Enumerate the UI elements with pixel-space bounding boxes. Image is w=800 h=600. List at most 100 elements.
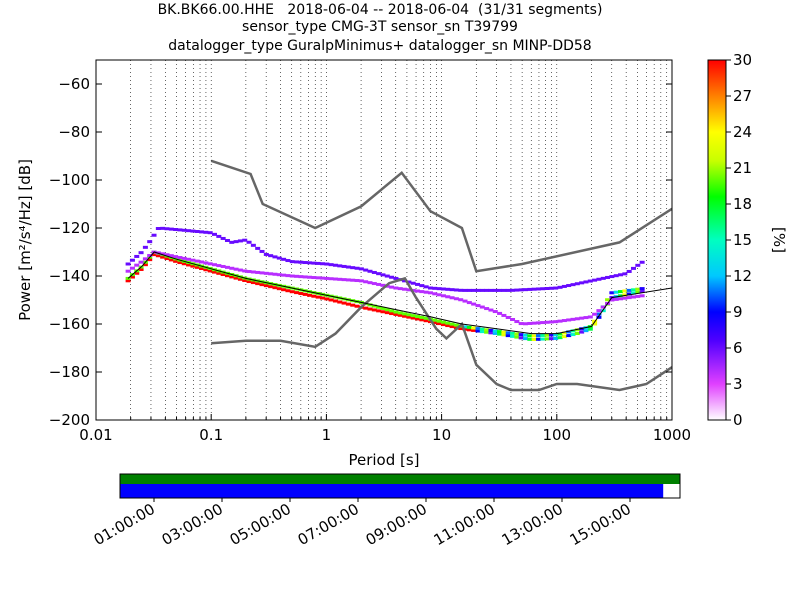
psd-cell bbox=[125, 262, 131, 266]
psd-cell bbox=[535, 287, 541, 291]
timeline-tick-label: 05:00:00 bbox=[227, 500, 294, 549]
psd-cell bbox=[402, 312, 408, 316]
psd-cell bbox=[505, 331, 511, 335]
timeline-data-bar bbox=[120, 484, 664, 498]
psd-cell bbox=[190, 258, 196, 262]
psd-cell bbox=[268, 254, 274, 258]
psd-cell bbox=[354, 266, 360, 270]
chart-title-line-1: BK.BK66.00.HHE 2018-06-04 -- 2018-06-04 … bbox=[157, 2, 603, 18]
chart-title-line-2: sensor_type CMG-3T sensor_sn T39799 bbox=[242, 19, 518, 35]
psd-cell bbox=[492, 310, 498, 314]
psd-cell bbox=[630, 295, 636, 299]
psd-cell bbox=[423, 285, 429, 289]
psd-cell bbox=[600, 305, 606, 309]
psd-cell bbox=[134, 263, 140, 267]
psd-cell bbox=[142, 263, 148, 267]
psd-cell bbox=[492, 288, 498, 292]
psd-cell bbox=[419, 290, 425, 294]
colorbar-tick-label: 6 bbox=[733, 339, 743, 357]
colorbar-ticks: 0 3 6 9 12 15 18 21 24 27 30 bbox=[726, 51, 752, 429]
psd-cell bbox=[294, 274, 300, 278]
psd-cell bbox=[427, 291, 433, 295]
psd-cell bbox=[281, 257, 287, 261]
psd-cell bbox=[151, 253, 157, 257]
psd-cell bbox=[618, 297, 624, 301]
psd-cell bbox=[307, 275, 313, 279]
y-tick-label: −160 bbox=[49, 315, 90, 333]
psd-cell bbox=[544, 333, 550, 337]
psd-cell bbox=[592, 312, 598, 316]
psd-cell bbox=[207, 269, 213, 273]
psd-cell bbox=[566, 318, 572, 322]
psd-cell bbox=[492, 331, 498, 335]
psd-cell bbox=[328, 298, 334, 302]
psd-cell bbox=[224, 238, 230, 242]
psd-cell bbox=[596, 277, 602, 281]
colorbar-tick-label: 15 bbox=[733, 231, 752, 249]
psd-cell bbox=[315, 261, 321, 265]
timeline-frame bbox=[119, 473, 681, 499]
psd-cell bbox=[548, 320, 554, 324]
psd-cell bbox=[445, 295, 451, 299]
psd-cell bbox=[237, 277, 243, 281]
psd-cell bbox=[250, 270, 256, 274]
psd-cell bbox=[268, 285, 274, 289]
psd-cell bbox=[285, 289, 291, 293]
psd-cell bbox=[514, 320, 520, 324]
psd-cell bbox=[177, 228, 183, 232]
psd-cell bbox=[557, 332, 563, 336]
psd-cell bbox=[354, 279, 360, 283]
psd-cell bbox=[212, 263, 218, 267]
psd-cell bbox=[440, 323, 446, 327]
psd-cell bbox=[462, 299, 468, 303]
psd-cell bbox=[423, 319, 429, 323]
psd-cell bbox=[410, 314, 416, 318]
psd-cell bbox=[639, 287, 645, 291]
psd-cell bbox=[527, 337, 533, 341]
psd-cell bbox=[574, 332, 580, 336]
psd-cell bbox=[194, 259, 200, 263]
psd-cell bbox=[354, 304, 360, 308]
psd-cell bbox=[479, 288, 485, 292]
psd-cell bbox=[535, 334, 541, 338]
psd-cell bbox=[453, 297, 459, 301]
psd-cell bbox=[259, 283, 265, 287]
psd-cell bbox=[596, 309, 602, 313]
psd-cell bbox=[535, 321, 541, 325]
psd-cell bbox=[622, 289, 628, 293]
y-axis-ticks: −200 −180 −160 −140 −120 −100 −80 −60 bbox=[49, 75, 672, 429]
psd-cell bbox=[522, 337, 528, 341]
y-tick-label: −140 bbox=[49, 267, 90, 285]
psd-cell bbox=[328, 263, 334, 267]
psd-cell bbox=[583, 329, 589, 333]
psd-cell bbox=[194, 265, 200, 269]
psd-cell bbox=[518, 336, 524, 340]
psd-cell bbox=[484, 288, 490, 292]
psd-cell bbox=[393, 286, 399, 290]
psd-cell bbox=[147, 240, 153, 244]
psd-cell bbox=[358, 267, 364, 271]
psd-cell bbox=[263, 284, 269, 288]
x-axis-label: Period [s] bbox=[348, 451, 419, 469]
psd-cell bbox=[471, 326, 477, 330]
grid-lines bbox=[95, 60, 673, 420]
psd-cell bbox=[527, 321, 533, 325]
psd-cell bbox=[203, 268, 209, 272]
psd-cell bbox=[453, 323, 459, 327]
psd-cell bbox=[544, 337, 550, 341]
psd-cell bbox=[436, 322, 442, 326]
psd-cell bbox=[587, 315, 593, 319]
colorbar-tick-label: 18 bbox=[733, 195, 752, 213]
psd-cell bbox=[466, 288, 472, 292]
psd-cell bbox=[384, 311, 390, 315]
psd-cell bbox=[505, 288, 511, 292]
psd-cell bbox=[125, 279, 131, 283]
psd-cell bbox=[142, 257, 148, 261]
psd-cell bbox=[449, 322, 455, 326]
psd-cell bbox=[376, 305, 382, 309]
x-axis-ticks: 0.01 0.1 1 10 100 1000 bbox=[79, 414, 691, 444]
psd-cell bbox=[592, 322, 598, 326]
psd-cell bbox=[488, 308, 494, 312]
colorbar-tick-label: 27 bbox=[733, 87, 752, 105]
psd-cell bbox=[570, 317, 576, 321]
